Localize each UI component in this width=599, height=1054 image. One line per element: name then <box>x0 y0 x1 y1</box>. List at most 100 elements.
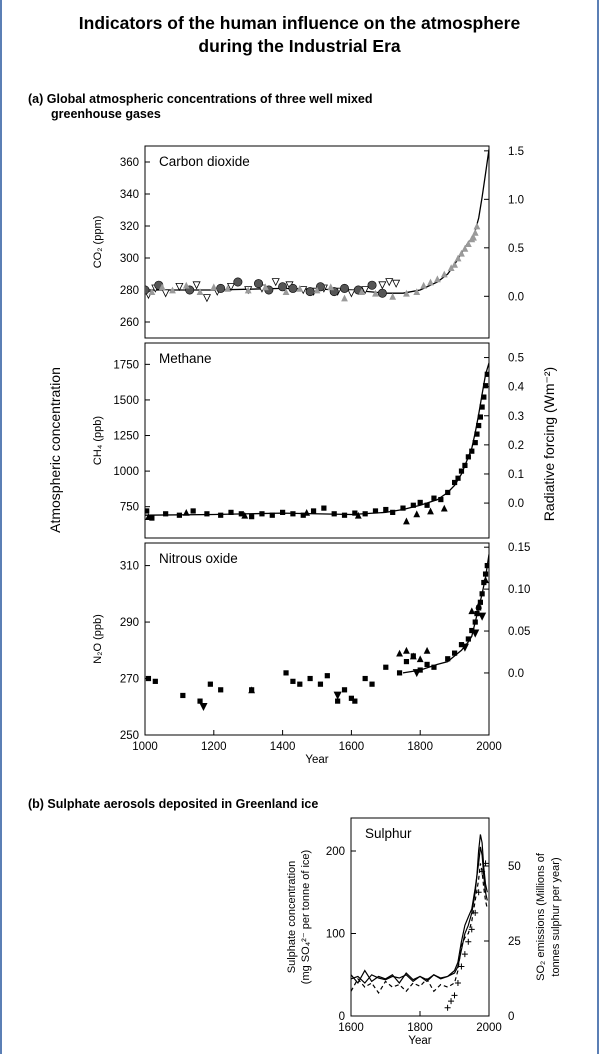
data-point <box>202 294 211 303</box>
data-point <box>233 277 243 287</box>
data-point <box>403 289 410 297</box>
data-point <box>389 293 397 300</box>
y2-tick-label: 0.5 <box>508 353 524 365</box>
data-point <box>296 285 304 292</box>
data-point <box>317 681 324 687</box>
data-point <box>254 279 264 289</box>
data-point <box>451 261 458 268</box>
y-axis-label: N₂O (ppb) <box>92 614 104 664</box>
section-b-label: (b) Sulphate aerosols deposited in Green… <box>28 797 319 811</box>
data-point <box>341 294 348 302</box>
y-tick-label: 1250 <box>113 431 139 443</box>
y-tick-label: 270 <box>120 674 139 686</box>
data-point <box>416 655 424 663</box>
figure-title: Indicators of the human influence on the… <box>2 12 597 58</box>
y2-tick-label: 0.05 <box>508 626 530 638</box>
y-tick-label: 320 <box>120 221 139 233</box>
data-point <box>207 681 213 687</box>
data-point <box>452 479 458 486</box>
y2-axis-label-line2: tonnes sulphur per year) <box>550 857 562 976</box>
x-tick-label: 1800 <box>407 741 433 753</box>
data-point <box>341 687 348 693</box>
data-point <box>152 678 158 684</box>
data-point <box>427 507 434 515</box>
panel-title: Sulphur <box>365 826 412 841</box>
y-axis-label: CO₂ (ppm) <box>92 216 104 269</box>
data-point <box>481 394 487 400</box>
y-tick-label: 100 <box>326 929 345 941</box>
data-point <box>190 508 196 514</box>
data-point <box>196 288 204 295</box>
data-point <box>479 868 486 875</box>
data-point <box>482 860 489 867</box>
data-point <box>218 687 224 693</box>
y-axis-label-line1: Sulphate concentration <box>286 861 298 974</box>
data-point <box>472 909 479 916</box>
figure-title-line2: during the Industrial Era <box>198 36 401 56</box>
data-point <box>241 511 249 519</box>
data-point <box>145 285 150 295</box>
plot-frame <box>144 542 490 736</box>
data-point <box>259 511 265 517</box>
data-point <box>341 512 348 518</box>
data-point <box>282 288 290 295</box>
y-tick-label: 340 <box>120 189 139 201</box>
data-point <box>321 505 327 511</box>
data-point <box>472 619 478 625</box>
data-point <box>390 509 396 515</box>
y2-axis-label-line1: SO₂ emissions (Millions of <box>535 852 547 981</box>
data-point <box>434 275 441 283</box>
data-point <box>461 245 469 252</box>
y-tick-label: 0 <box>339 1011 345 1023</box>
plot-area <box>145 149 489 303</box>
y2-tick-label: 1.0 <box>508 194 524 206</box>
y2-tick-label: 0.5 <box>508 243 524 255</box>
data-point <box>445 489 451 496</box>
data-point <box>454 254 462 262</box>
plot-frame <box>144 342 490 539</box>
data-point <box>278 282 288 292</box>
data-point <box>377 288 387 298</box>
data-point <box>315 282 325 292</box>
plot-area <box>145 362 489 525</box>
data-point <box>452 650 458 656</box>
data-point <box>465 454 471 460</box>
data-point <box>313 286 321 294</box>
data-point <box>470 233 477 241</box>
chart-panel-1: Methane 750 1000 1250 1500 1750 0.0 0.1 0.2 0.3 0.… <box>92 342 525 539</box>
data-point <box>458 963 465 970</box>
data-point <box>369 681 375 687</box>
data-point <box>468 607 476 615</box>
x-tick-label: 2000 <box>476 1022 502 1034</box>
data-point <box>412 669 421 678</box>
data-point <box>431 664 437 670</box>
data-point <box>182 281 190 289</box>
data-point <box>297 681 303 687</box>
x-tick-label: 1400 <box>270 741 296 753</box>
data-point <box>396 670 403 676</box>
data-point <box>410 502 416 508</box>
data-point <box>460 643 469 652</box>
data-point <box>440 504 448 512</box>
data-point <box>176 512 182 518</box>
data-point <box>249 514 255 520</box>
y2-tick-label: 50 <box>508 861 521 873</box>
x-tick-label: 2000 <box>476 741 502 753</box>
y2-tick-label: 1.5 <box>508 146 524 158</box>
x-tick-label: 1600 <box>339 741 365 753</box>
data-point <box>458 249 465 257</box>
y2-tick-label: 0.10 <box>508 584 530 596</box>
y-tick-label: 300 <box>120 253 139 265</box>
data-point <box>413 288 421 295</box>
data-point <box>288 283 298 293</box>
data-point <box>367 280 377 290</box>
data-point <box>248 686 256 694</box>
data-point <box>462 462 468 469</box>
y-tick-label: 1750 <box>113 359 139 371</box>
data-point <box>340 283 350 293</box>
data-point <box>448 998 455 1005</box>
data-point <box>224 285 231 292</box>
